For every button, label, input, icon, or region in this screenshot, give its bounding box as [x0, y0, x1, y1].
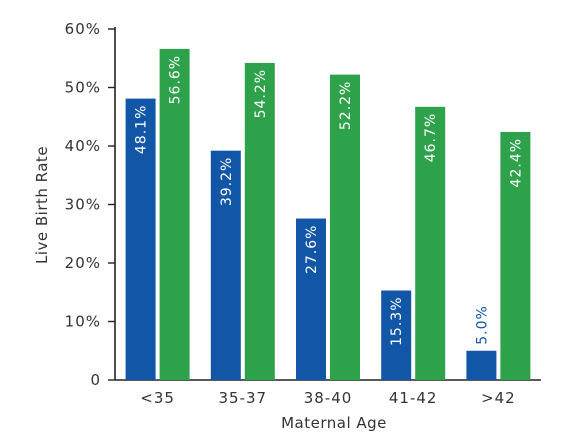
bar-data-label: 54.2% — [253, 69, 269, 118]
bar — [381, 290, 412, 380]
y-axis-title: Live Birth Rate — [33, 146, 51, 264]
plot-area: 0 10% 20% 30% 40% 50% 60% 48.1% 56.6% 39.2% 54.2%… — [65, 20, 541, 407]
bar — [125, 98, 156, 381]
x-tick-label: >42 — [481, 389, 516, 407]
bar-data-label: 46.7% — [423, 113, 439, 162]
y-ticks: 0 10% 20% 30% 40% 50% 60% — [65, 20, 115, 389]
y-tick-label: 60% — [65, 20, 101, 38]
y-tick-label: 0 — [90, 371, 101, 389]
bar — [466, 350, 497, 380]
x-tick-label: <35 — [140, 389, 175, 407]
bar-data-label: 27.6% — [304, 225, 320, 274]
bar-data-label: 15.3% — [389, 296, 405, 345]
bar-data-label: 56.6% — [168, 55, 184, 104]
x-tick-label: 41-42 — [389, 389, 438, 407]
bar — [244, 62, 275, 381]
bar-data-label: 42.4% — [508, 138, 524, 187]
bar-data-label: 48.1% — [134, 105, 150, 154]
y-tick-label: 20% — [65, 254, 101, 272]
y-tick-label: 40% — [65, 137, 101, 155]
x-axis-title: Maternal Age — [281, 414, 387, 432]
x-ticks: <35 35-37 38-40 41-42 >42 — [140, 389, 516, 407]
bar-data-label: 52.2% — [338, 81, 354, 130]
bar-data-label: 39.2% — [219, 157, 235, 206]
bar — [500, 131, 531, 380]
bar — [210, 150, 241, 380]
y-tick-label: 50% — [65, 79, 101, 97]
bar — [330, 74, 360, 380]
bar-data-label: 5.0% — [474, 305, 490, 345]
x-tick-label: 35-37 — [219, 389, 268, 407]
bar — [296, 218, 326, 380]
bars: 48.1% 56.6% 39.2% 54.2% 27.6% 52.2% 15.3% 46.7%… — [125, 48, 531, 381]
bar — [159, 48, 190, 380]
bar — [415, 106, 446, 381]
x-tick-label: 38-40 — [304, 389, 353, 407]
y-tick-label: 10% — [65, 313, 101, 331]
y-tick-label: 30% — [65, 196, 101, 214]
